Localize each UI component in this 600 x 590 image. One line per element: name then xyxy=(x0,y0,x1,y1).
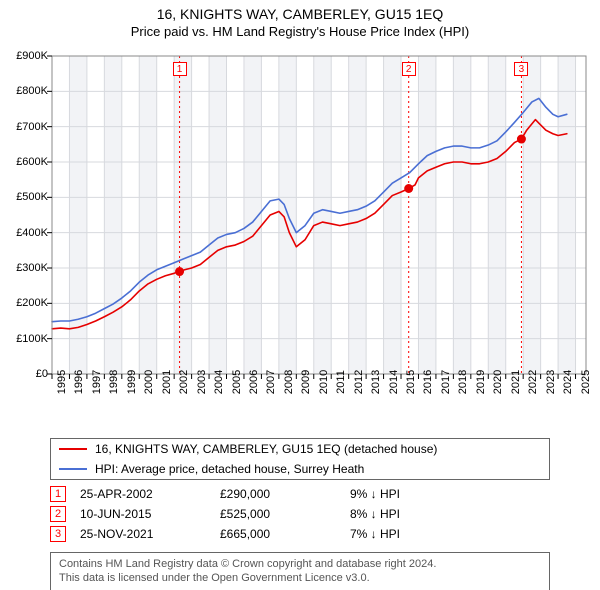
x-tick-label: 2002 xyxy=(178,370,190,394)
y-tick-label: £200K xyxy=(0,297,48,309)
y-tick-label: £700K xyxy=(0,121,48,133)
x-tick-label: 2025 xyxy=(580,370,592,394)
x-tick-label: 2023 xyxy=(545,370,557,394)
sale-marker-badge: 1 xyxy=(173,62,187,76)
footer-line1: Contains HM Land Registry data © Crown c… xyxy=(59,557,541,571)
sales-row-price: £665,000 xyxy=(220,527,350,541)
legend-row: HPI: Average price, detached house, Surr… xyxy=(51,459,549,479)
footer-box: Contains HM Land Registry data © Crown c… xyxy=(50,552,550,590)
sales-row-badge: 1 xyxy=(50,486,66,502)
y-tick-label: £500K xyxy=(0,191,48,203)
page-title: 16, KNIGHTS WAY, CAMBERLEY, GU15 1EQ xyxy=(0,6,600,22)
y-tick-label: £100K xyxy=(0,333,48,345)
sales-row: 3 25-NOV-2021£665,0007% ↓ HPI xyxy=(50,524,550,544)
x-tick-label: 2000 xyxy=(143,370,155,394)
sales-row-delta: 9% ↓ HPI xyxy=(350,487,550,501)
y-tick-label: £400K xyxy=(0,227,48,239)
legend-box: 16, KNIGHTS WAY, CAMBERLEY, GU15 1EQ (de… xyxy=(50,438,550,480)
sales-row-price: £290,000 xyxy=(220,487,350,501)
x-tick-label: 2016 xyxy=(422,370,434,394)
x-tick-label: 2024 xyxy=(562,370,574,394)
x-tick-label: 2005 xyxy=(231,370,243,394)
y-tick-label: £800K xyxy=(0,85,48,97)
sales-row-delta: 8% ↓ HPI xyxy=(350,507,550,521)
legend-swatch xyxy=(59,448,87,450)
x-tick-label: 2010 xyxy=(318,370,330,394)
x-tick-label: 2019 xyxy=(475,370,487,394)
legend-row: 16, KNIGHTS WAY, CAMBERLEY, GU15 1EQ (de… xyxy=(51,439,549,459)
sales-row-badge: 3 xyxy=(50,526,66,542)
x-tick-label: 1997 xyxy=(91,370,103,394)
x-tick-label: 1999 xyxy=(126,370,138,394)
sales-row-date: 25-APR-2002 xyxy=(80,487,220,501)
sales-row-badge: 2 xyxy=(50,506,66,522)
legend-swatch xyxy=(59,468,87,470)
y-tick-label: £300K xyxy=(0,262,48,274)
x-tick-label: 2011 xyxy=(335,370,347,394)
legend-label: 16, KNIGHTS WAY, CAMBERLEY, GU15 1EQ (de… xyxy=(95,442,437,456)
x-tick-label: 2018 xyxy=(457,370,469,394)
x-tick-label: 2014 xyxy=(388,370,400,394)
legend-label: HPI: Average price, detached house, Surr… xyxy=(95,462,364,476)
x-tick-label: 2007 xyxy=(265,370,277,394)
footer-line2: This data is licensed under the Open Gov… xyxy=(59,571,541,585)
sales-row-date: 25-NOV-2021 xyxy=(80,527,220,541)
sale-marker-badge: 2 xyxy=(402,62,416,76)
y-tick-label: £600K xyxy=(0,156,48,168)
sales-row-date: 10-JUN-2015 xyxy=(80,507,220,521)
x-tick-label: 2009 xyxy=(300,370,312,394)
sales-row: 1 25-APR-2002£290,0009% ↓ HPI xyxy=(50,484,550,504)
page-subtitle: Price paid vs. HM Land Registry's House … xyxy=(0,24,600,39)
x-tick-label: 2020 xyxy=(492,370,504,394)
x-tick-label: 2004 xyxy=(213,370,225,394)
x-tick-label: 2017 xyxy=(440,370,452,394)
x-tick-label: 1998 xyxy=(108,370,120,394)
chart-container: £0 £100K £200K £300K £400K £500K £600K £700K £80… xyxy=(0,44,600,434)
y-tick-label: £0 xyxy=(0,368,48,380)
x-tick-label: 2013 xyxy=(370,370,382,394)
x-tick-label: 2006 xyxy=(248,370,260,394)
sales-row-delta: 7% ↓ HPI xyxy=(350,527,550,541)
sales-table: 1 25-APR-2002£290,0009% ↓ HPI 2 10-JUN-2015… xyxy=(50,484,550,544)
x-tick-label: 2021 xyxy=(510,370,522,394)
sales-row: 2 10-JUN-2015£525,0008% ↓ HPI xyxy=(50,504,550,524)
x-tick-label: 1995 xyxy=(56,370,68,394)
y-tick-label: £900K xyxy=(0,50,48,62)
x-tick-label: 2003 xyxy=(196,370,208,394)
x-tick-label: 1996 xyxy=(73,370,85,394)
x-tick-label: 2015 xyxy=(405,370,417,394)
sale-marker-badge: 3 xyxy=(514,62,528,76)
x-tick-label: 2012 xyxy=(353,370,365,394)
sales-row-price: £525,000 xyxy=(220,507,350,521)
x-tick-label: 2008 xyxy=(283,370,295,394)
root: 16, KNIGHTS WAY, CAMBERLEY, GU15 1EQ Pri… xyxy=(0,0,600,590)
x-tick-label: 2001 xyxy=(161,370,173,394)
x-tick-label: 2022 xyxy=(527,370,539,394)
